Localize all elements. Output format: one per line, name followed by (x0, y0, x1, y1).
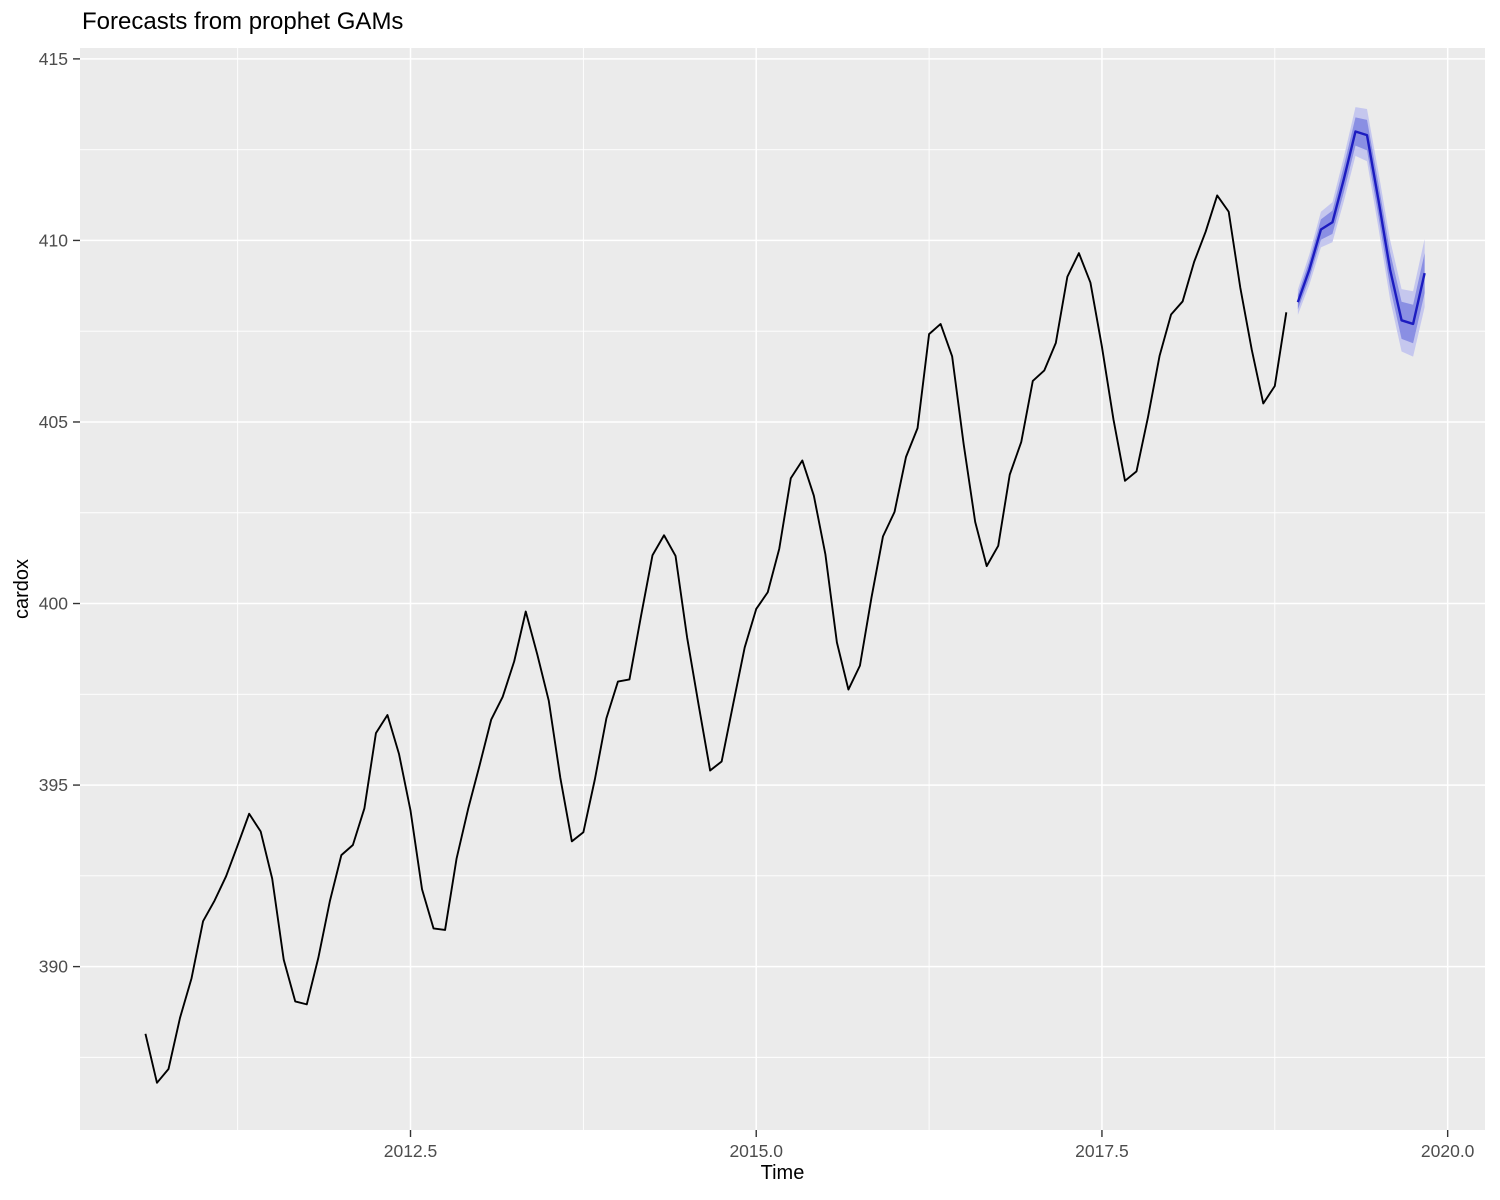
y-tick-label: 400 (39, 594, 68, 614)
y-tick-label: 395 (39, 775, 68, 795)
y-axis-title: cardox (11, 558, 33, 620)
plot-title: Forecasts from prophet GAMs (82, 8, 404, 35)
y-tick-label: 415 (39, 49, 68, 69)
x-tick-label: 2017.5 (1075, 1141, 1129, 1161)
y-tick-label: 390 (39, 957, 68, 977)
x-tick-label: 2012.5 (384, 1141, 438, 1161)
x-tick-label: 2015.0 (729, 1141, 783, 1161)
plot-panel (80, 48, 1485, 1130)
y-tick-label: 405 (39, 412, 68, 432)
x-axis-title: Time (760, 1162, 805, 1184)
y-tick-label: 410 (39, 230, 68, 250)
forecast-line (1296, 130, 1426, 326)
observed-line (144, 194, 1288, 1084)
x-tick-label: 2020.0 (1421, 1141, 1475, 1161)
